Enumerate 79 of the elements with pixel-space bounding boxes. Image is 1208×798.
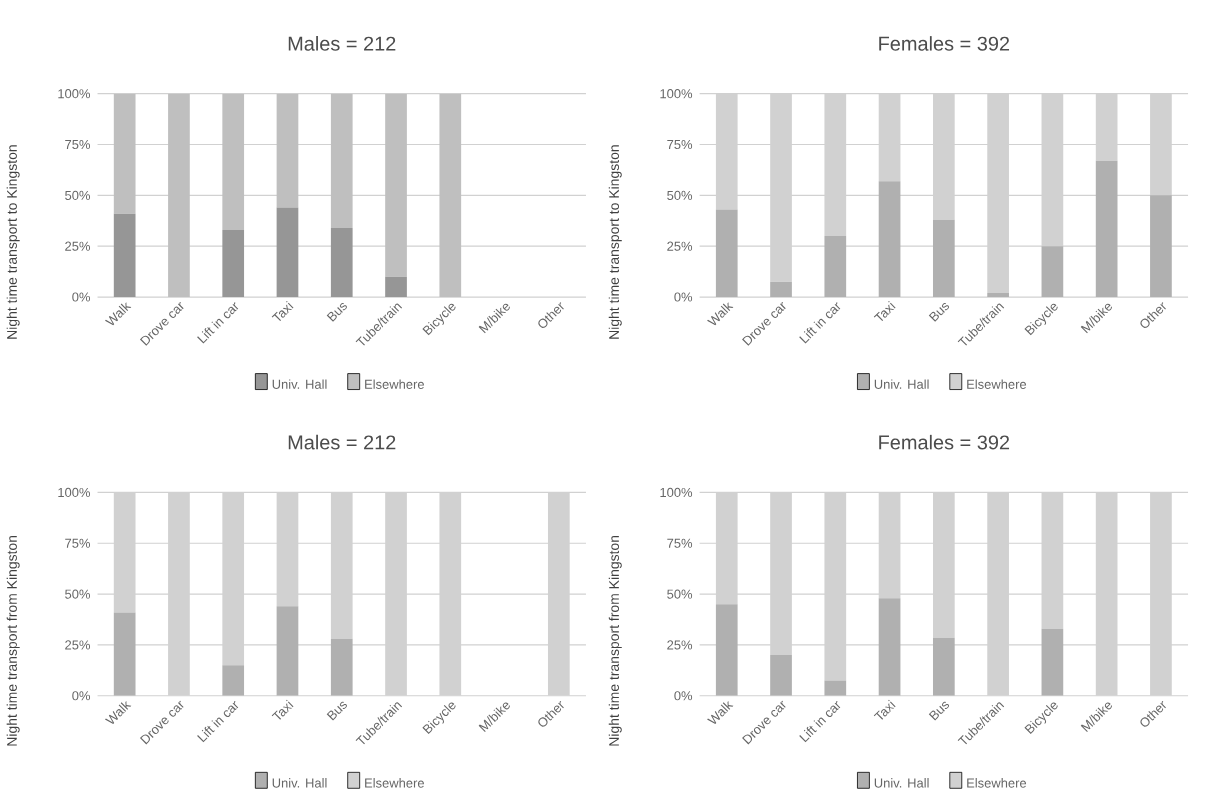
x-tick-label: Bus <box>326 302 347 322</box>
y-tick-label: 25% <box>667 640 693 650</box>
bar <box>932 637 955 696</box>
y-tick-label: 100% <box>660 88 693 99</box>
y-tick-label: 75% <box>667 538 693 548</box>
y-axis-title: Night time transport from Kingston <box>6 535 20 746</box>
bar <box>715 209 738 297</box>
bar <box>932 219 955 297</box>
bar <box>439 93 462 297</box>
bar <box>385 93 407 277</box>
bar <box>878 597 901 696</box>
bar <box>113 612 136 696</box>
y-tick-label: 50% <box>667 589 693 599</box>
x-tick-label: Taxi <box>271 699 294 720</box>
chart-title: Females = 392 <box>879 35 1010 51</box>
bar <box>222 665 245 696</box>
legend-label: Elsewhere <box>365 379 424 389</box>
bar <box>330 93 353 228</box>
y-tick-label: 25% <box>65 640 90 650</box>
x-tick-label: Taxi <box>873 300 896 321</box>
bar <box>1041 628 1064 696</box>
bar <box>770 281 792 297</box>
x-tick-label: Taxi <box>873 699 896 720</box>
legend-label: Univ. Hall <box>874 777 929 788</box>
x-tick-label: Bus <box>928 701 950 721</box>
bar <box>168 93 190 297</box>
bar <box>824 235 847 297</box>
y-tick-label: 50% <box>65 589 90 599</box>
y-tick-label: 0% <box>72 690 90 701</box>
legend-label: Elsewhere <box>967 777 1027 788</box>
y-axis-title: Night time transport to Kingston <box>608 145 622 339</box>
legend-label: Univ. Hall <box>272 777 327 788</box>
y-tick-label: 100% <box>660 487 693 497</box>
y-axis-title: Night time transport from Kingston <box>608 535 622 746</box>
bar <box>113 213 136 297</box>
bar <box>222 93 245 230</box>
bar <box>1041 245 1064 297</box>
y-tick-label: 0% <box>674 292 693 302</box>
bar <box>1150 195 1172 297</box>
bar <box>824 680 847 696</box>
x-tick-label: Lift in car <box>799 700 841 742</box>
y-tick-label: 100% <box>58 88 90 99</box>
y-tick-label: 25% <box>65 241 90 251</box>
y-tick-label: 50% <box>65 190 90 200</box>
chart-title: Males = 212 <box>288 35 396 51</box>
x-tick-label: Bus <box>928 302 950 322</box>
bar <box>330 638 353 696</box>
bar <box>276 606 299 696</box>
bar <box>276 207 299 297</box>
bar <box>222 229 245 297</box>
bar <box>330 227 353 297</box>
y-tick-label: 50% <box>667 190 693 200</box>
y-tick-label: 25% <box>667 241 693 251</box>
bar <box>113 93 136 214</box>
y-tick-label: 0% <box>72 292 90 302</box>
x-tick-label: Taxi <box>271 300 294 321</box>
y-tick-label: 75% <box>65 538 90 548</box>
y-tick-label: 75% <box>65 139 90 149</box>
y-tick-label: 0% <box>674 690 693 701</box>
legend-label: Elsewhere <box>967 379 1027 389</box>
y-tick-label: 100% <box>58 487 90 497</box>
bar <box>878 180 901 297</box>
chart-title: Females = 392 <box>879 434 1010 450</box>
bar <box>385 276 407 297</box>
x-tick-label: Lift in car <box>197 700 239 742</box>
bar <box>987 292 1009 297</box>
bar <box>770 654 792 696</box>
y-axis-title: Night time transport to Kingston <box>6 145 20 339</box>
chart-title: Males = 212 <box>288 434 396 450</box>
legend-label: Elsewhere <box>365 777 424 788</box>
legend-label: Univ. Hall <box>874 379 929 389</box>
bar <box>715 604 738 696</box>
y-tick-label: 75% <box>667 139 693 149</box>
x-tick-label: Bus <box>326 701 347 721</box>
bar <box>276 93 299 208</box>
x-tick-label: Lift in car <box>197 302 239 344</box>
legend-label: Univ. Hall <box>272 379 327 389</box>
bar <box>1095 160 1118 297</box>
x-tick-label: Lift in car <box>799 302 841 344</box>
